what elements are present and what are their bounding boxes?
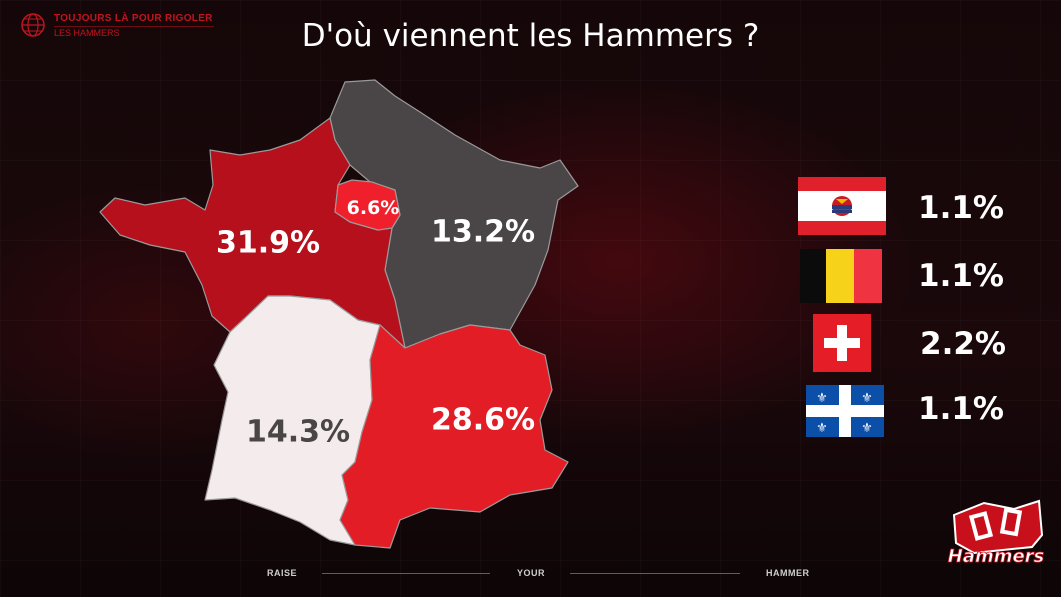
region-ile-de-france (334, 179, 401, 231)
page-title: D'où viennent les Hammers ? (301, 18, 760, 54)
footer-divider (322, 573, 490, 574)
region-value-label: 13.2% (430, 214, 536, 250)
switzerland-flag-icon (813, 314, 871, 372)
brand-header: TOUJOURS LÀ POUR RIGOLER LES HAMMERS (20, 12, 214, 38)
brand-name: LES HAMMERS (54, 25, 214, 38)
region-value-label: 28.6% (430, 402, 536, 438)
hammers-logo: Hammers (947, 499, 1045, 567)
international-value-label: 1.1% (918, 190, 1004, 226)
globe-icon (21, 13, 45, 37)
svg-text:⚜: ⚜ (861, 391, 873, 406)
region-value-label: 14.3% (245, 414, 351, 450)
brand-tagline: TOUJOURS LÀ POUR RIGOLER (54, 12, 213, 24)
svg-text:⚜: ⚜ (861, 421, 873, 436)
quebec-flag-icon: ⚜ ⚜ ⚜ ⚜ (806, 385, 884, 437)
footer-word-hammer: HAMMER (766, 568, 810, 578)
region-value-label: 6.6% (346, 197, 400, 219)
french-polynesia-flag-icon (798, 177, 886, 235)
logo-text: Hammers (948, 546, 1045, 567)
international-value-label: 2.2% (920, 326, 1006, 362)
international-value-label: 1.1% (918, 391, 1004, 427)
belgium-flag-icon (800, 249, 882, 303)
international-value-label: 1.1% (918, 258, 1004, 294)
footer-word-raise: RAISE (267, 568, 298, 578)
svg-text:⚜: ⚜ (816, 391, 828, 406)
footer-divider (570, 573, 740, 574)
region-sud-est (339, 324, 569, 549)
region-value-label: 31.9% (215, 225, 321, 261)
svg-text:⚜: ⚜ (816, 421, 828, 436)
footer-word-your: YOUR (517, 568, 546, 578)
